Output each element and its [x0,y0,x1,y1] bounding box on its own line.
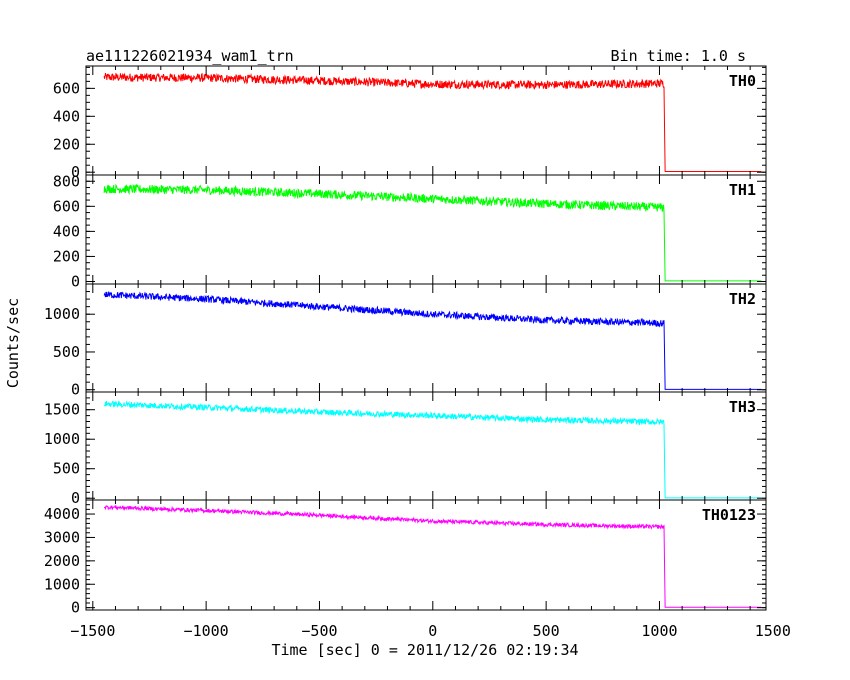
chart-title: ae111226021934_wam1_trn [86,47,294,65]
series-line-th1 [103,183,762,282]
y-tick-label: 0 [71,599,80,617]
series-line-th0123 [103,504,762,608]
y-tick-label: 2000 [44,552,80,570]
panel-th2: 0 500 1000 TH2 [44,283,767,399]
x-tick-label: 500 [533,622,560,640]
panel-th0123: 0 1000 2000 3000 4000 TH0123 [44,499,767,617]
y-tick-label: 200 [53,135,80,153]
panels-group: 0 200 400 600 TH0 0 200 400 600 800 TH1 0 500 1000 TH2… [44,65,767,617]
series-line-th3 [103,400,762,499]
y-tick-label: 1000 [44,575,80,593]
panel-label-th2: TH2 [729,290,756,308]
y-tick-label: 1000 [44,305,80,323]
y-tick-label: 200 [53,247,80,265]
panel-th3: 0 500 1000 1500 TH3 [44,391,767,507]
x-tick-label: −500 [301,622,337,640]
y-tick-label: 0 [71,163,80,181]
x-tick-label: 1000 [641,622,677,640]
x-tick-labels: −1500 −1000 −500 0 500 1000 1500 [70,622,791,640]
y-tick-label: 0 [71,272,80,290]
y-tick-label: 4000 [44,505,80,523]
y-tick-label: 1000 [44,430,80,448]
y-tick-label: 600 [53,79,80,97]
series-line-th2 [103,291,762,390]
series-line-th0 [103,72,762,173]
y-tick-label: 400 [53,222,80,240]
y-tick-label: 400 [53,107,80,125]
panel-label-th1: TH1 [729,181,756,199]
y-tick-label: 500 [53,343,80,361]
y-tick-label: 800 [53,172,80,190]
y-tick-label: 3000 [44,528,80,546]
y-axis-label: Counts/sec [4,298,22,388]
x-axis-label: Time [sec] 0 = 2011/12/26 02:19:34 [271,641,578,659]
panel-label-th3: TH3 [729,398,756,416]
y-tick-label: 600 [53,197,80,215]
y-tick-label: 1500 [44,401,80,419]
x-tick-label: 0 [428,622,437,640]
y-tick-label: 0 [71,489,80,507]
panel-label-th0: TH0 [729,72,756,90]
panel-frame [85,499,767,611]
x-tick-label: 1500 [755,622,791,640]
panel-label-th0123: TH0123 [702,506,756,524]
y-tick-label: 0 [71,381,80,399]
x-tick-label: −1500 [70,622,115,640]
bin-time-label: Bin time: 1.0 s [611,47,746,65]
panel-th0: 0 200 400 600 TH0 [53,65,767,181]
x-tick-label: −1000 [184,622,229,640]
panel-th1: 0 200 400 600 800 TH1 [53,172,767,290]
y-tick-label: 500 [53,460,80,478]
